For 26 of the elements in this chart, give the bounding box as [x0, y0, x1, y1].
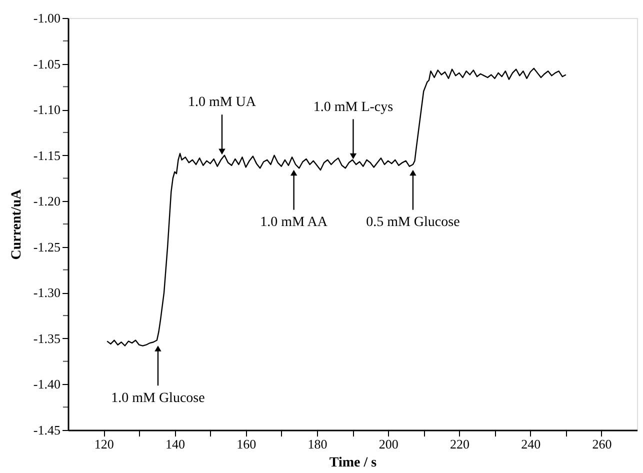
annotation: 1.0 mM L-cys: [313, 100, 394, 115]
x-tick-label: 200: [378, 436, 398, 452]
x-tick-label: 140: [165, 436, 185, 452]
annotation: 1.0 mM Glucose: [111, 390, 205, 406]
y-tick-label: -1.25: [33, 239, 60, 254]
x-tick-label: 180: [308, 436, 328, 452]
y-tick-label: -1.35: [33, 330, 60, 346]
x-tick-label: 260: [592, 436, 612, 452]
x-tick-label: 160: [236, 436, 256, 452]
annotation: 1.0 mM UA: [188, 95, 257, 110]
y-tick-label: -1.00: [33, 10, 60, 26]
x-tick-label: 220: [450, 436, 470, 452]
line-series: [106, 68, 566, 346]
y-tick-label: -1.05: [33, 56, 60, 72]
y-axis-title: Current/uA: [9, 188, 24, 260]
x-tick-label: 240: [521, 436, 541, 452]
y-tick-label: -1.40: [33, 376, 60, 392]
annotation: 1.0 mM AA: [260, 215, 328, 230]
annotation: 0.5 mM Glucose: [366, 215, 460, 230]
x-axis-title: Time / s: [329, 456, 378, 470]
x-tick-label: 120: [94, 436, 114, 452]
y-tick-label: -1.45: [33, 422, 60, 438]
y-tick-label: -1.30: [33, 285, 60, 300]
y-tick-label: -1.20: [33, 194, 60, 209]
y-tick-label: -1.10: [33, 102, 60, 118]
y-tick-label: -1.15: [33, 148, 60, 163]
